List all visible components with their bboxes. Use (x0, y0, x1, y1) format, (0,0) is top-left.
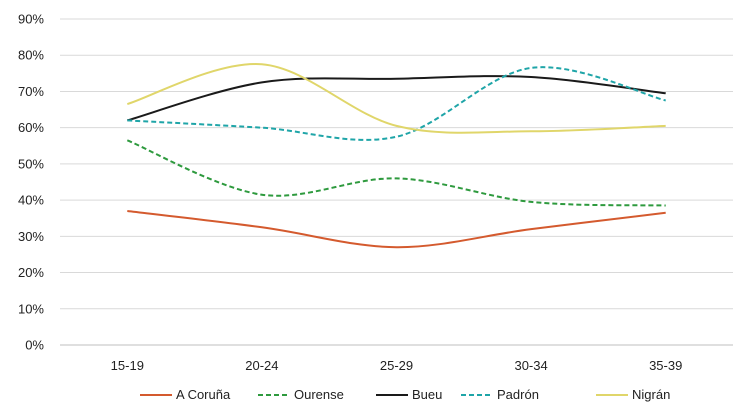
x-tick-label: 15-19 (111, 358, 144, 373)
x-tick-label: 30-34 (514, 358, 547, 373)
y-tick-label: 60% (18, 120, 44, 135)
y-tick-label: 40% (18, 193, 44, 208)
legend: A Coruña Ourense Bueu Padrón Nigrán (140, 387, 670, 402)
legend-label: Nigrán (632, 387, 670, 402)
y-tick-label: 20% (18, 265, 44, 280)
series-line (126, 139, 666, 207)
series-line (127, 75, 666, 122)
legend-label: Padrón (497, 387, 539, 402)
series-line (127, 210, 666, 249)
x-tick-label: 25-29 (380, 358, 413, 373)
x-axis: 15-19 20-24 25-29 30-34 35-39 (111, 358, 683, 373)
series-line (127, 66, 666, 141)
series-line (127, 63, 666, 134)
y-tick-label: 0% (25, 338, 44, 353)
y-tick-label: 80% (18, 48, 44, 63)
y-axis: 0% 10% 20% 30% 40% 50% 60% 70% 80% 90% (18, 12, 44, 353)
x-tick-label: 20-24 (245, 358, 278, 373)
x-tick-label: 35-39 (649, 358, 682, 373)
legend-label: Bueu (412, 387, 442, 402)
legend-label: A Coruña (176, 387, 231, 402)
series-lines (126, 63, 666, 249)
y-tick-label: 50% (18, 156, 44, 171)
y-tick-label: 90% (18, 12, 44, 27)
gridlines (60, 18, 733, 346)
legend-label: Ourense (294, 387, 344, 402)
y-tick-label: 10% (18, 301, 44, 316)
y-tick-label: 30% (18, 229, 44, 244)
y-tick-label: 70% (18, 84, 44, 99)
